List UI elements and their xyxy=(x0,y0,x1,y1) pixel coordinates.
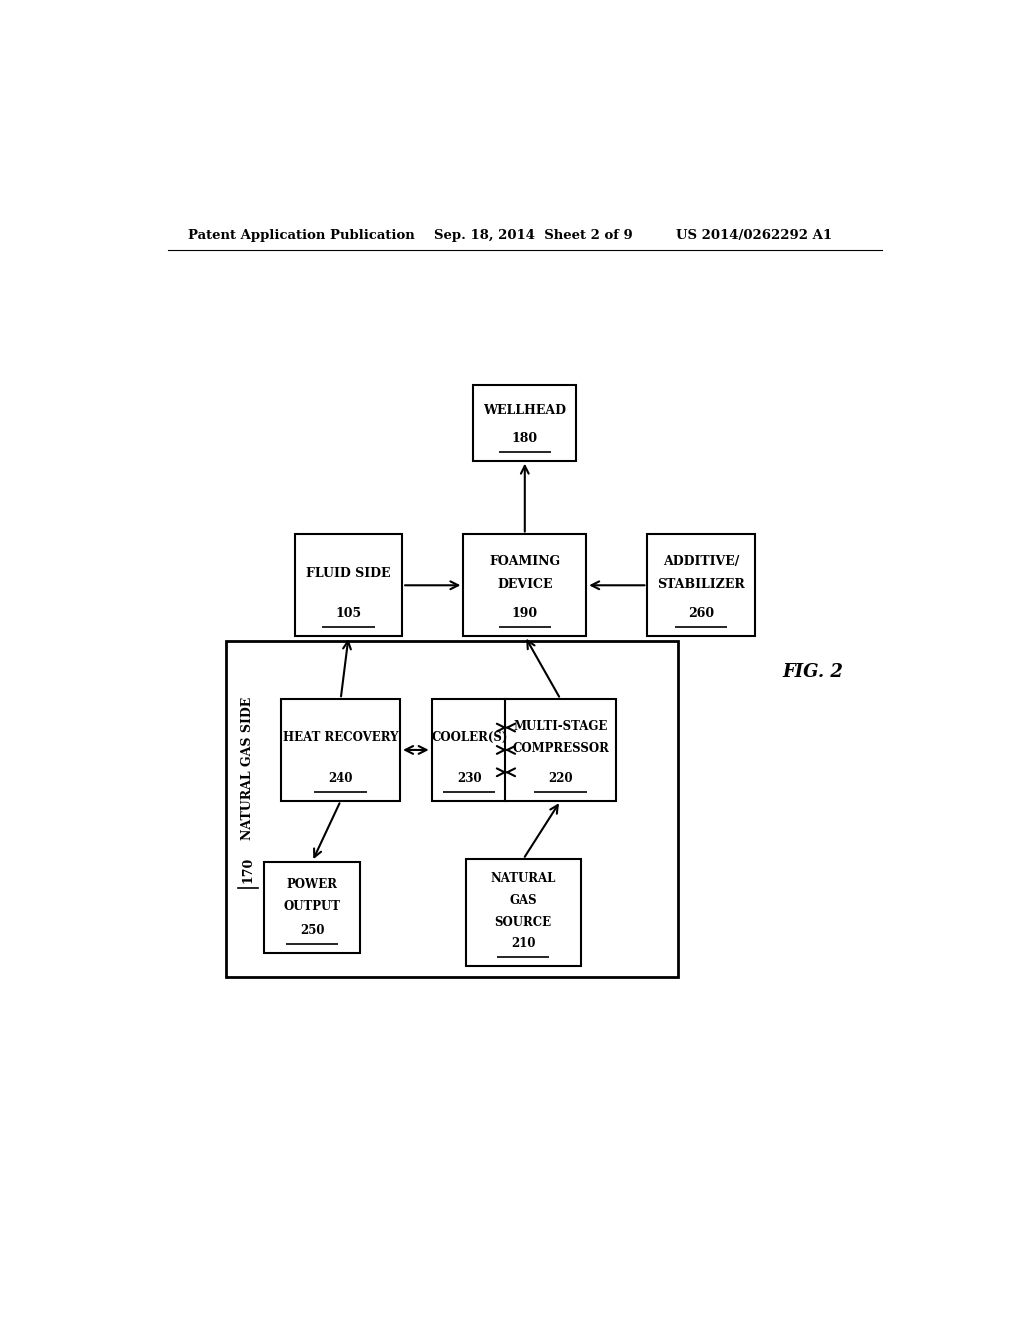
Bar xyxy=(466,859,581,966)
Bar xyxy=(505,700,616,801)
Bar xyxy=(463,535,587,636)
Text: COOLER(S): COOLER(S) xyxy=(431,731,508,744)
Text: 240: 240 xyxy=(329,772,353,785)
Text: OUTPUT: OUTPUT xyxy=(284,900,341,913)
Text: 180: 180 xyxy=(512,432,538,445)
Text: FIG. 2: FIG. 2 xyxy=(782,663,844,681)
Bar xyxy=(264,862,359,953)
Text: 250: 250 xyxy=(300,924,325,937)
Text: FOAMING: FOAMING xyxy=(489,556,560,569)
Bar xyxy=(431,700,507,801)
Text: US 2014/0262292 A1: US 2014/0262292 A1 xyxy=(676,230,831,242)
Bar xyxy=(295,535,402,636)
Bar xyxy=(282,700,400,801)
Text: MULTI-STAGE: MULTI-STAGE xyxy=(513,721,607,733)
Text: NATURAL: NATURAL xyxy=(490,871,556,884)
Text: STABILIZER: STABILIZER xyxy=(657,578,744,591)
Text: 105: 105 xyxy=(336,607,361,620)
Bar xyxy=(225,642,678,977)
Text: DEVICE: DEVICE xyxy=(497,578,553,591)
Text: GAS: GAS xyxy=(509,894,537,907)
Text: 220: 220 xyxy=(548,772,572,785)
Bar xyxy=(473,384,577,461)
Text: NATURAL GAS SIDE: NATURAL GAS SIDE xyxy=(242,697,254,840)
Text: ADDITIVE/: ADDITIVE/ xyxy=(663,556,739,569)
Text: 230: 230 xyxy=(457,772,481,785)
Text: SOURCE: SOURCE xyxy=(495,916,552,929)
Text: FLUID SIDE: FLUID SIDE xyxy=(306,566,391,579)
Text: WELLHEAD: WELLHEAD xyxy=(483,404,566,417)
Text: HEAT RECOVERY: HEAT RECOVERY xyxy=(283,731,398,744)
Bar xyxy=(647,535,755,636)
Text: POWER: POWER xyxy=(287,878,338,891)
Text: 260: 260 xyxy=(688,607,714,620)
Text: 170: 170 xyxy=(242,857,254,883)
Text: COMPRESSOR: COMPRESSOR xyxy=(512,742,609,755)
Text: Patent Application Publication: Patent Application Publication xyxy=(187,230,415,242)
Text: Sep. 18, 2014  Sheet 2 of 9: Sep. 18, 2014 Sheet 2 of 9 xyxy=(433,230,632,242)
Text: 190: 190 xyxy=(512,607,538,620)
Text: 210: 210 xyxy=(511,937,536,950)
